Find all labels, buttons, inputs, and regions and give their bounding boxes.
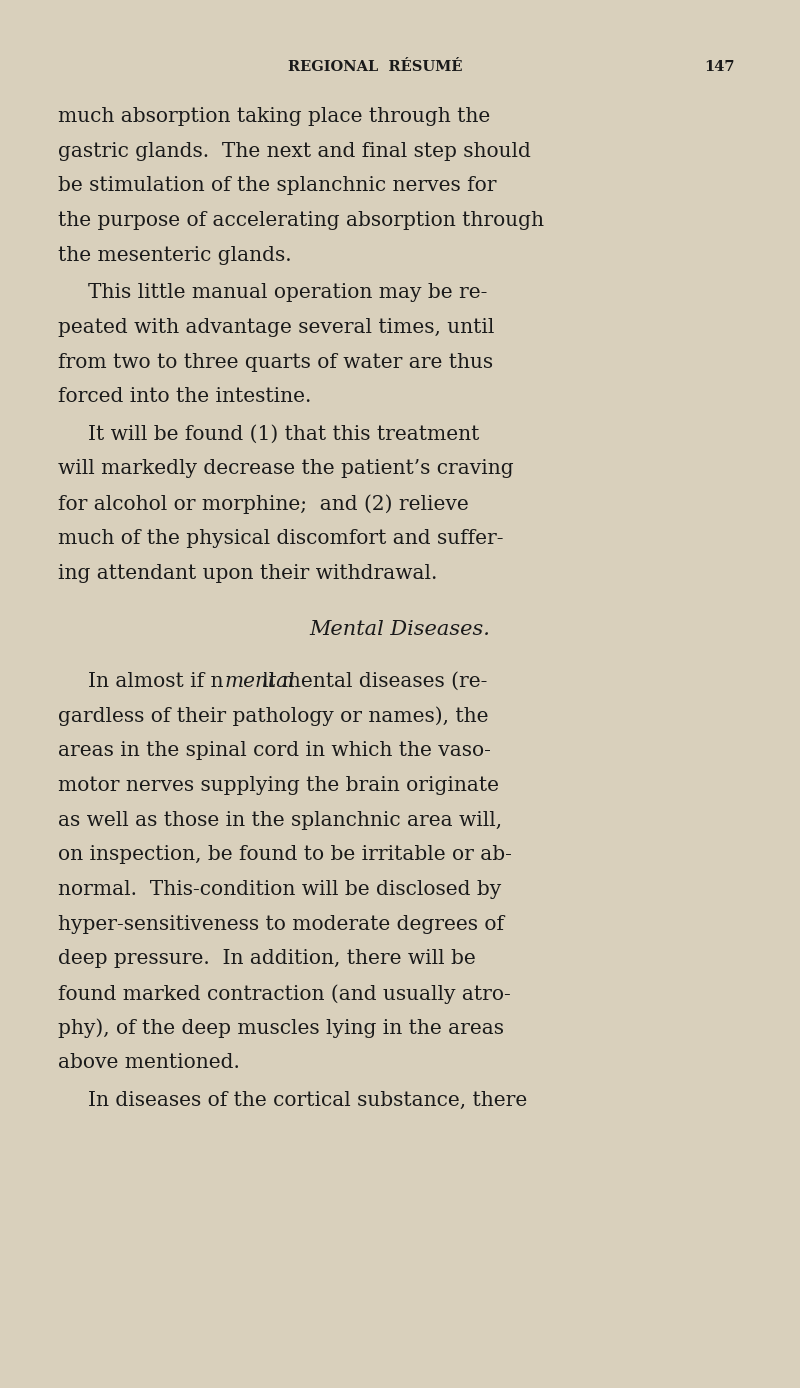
Text: much of the physical discomfort and suffer-: much of the physical discomfort and suff… <box>58 529 504 548</box>
Text: the mesenteric glands.: the mesenteric glands. <box>58 246 292 265</box>
Text: motor nerves supplying the brain originate: motor nerves supplying the brain origina… <box>58 776 499 795</box>
Text: ing attendant upon their withdrawal.: ing attendant upon their withdrawal. <box>58 564 438 583</box>
Text: peated with advantage several times, until: peated with advantage several times, unt… <box>58 318 494 337</box>
Text: forced into the intestine.: forced into the intestine. <box>58 387 312 407</box>
Text: above mentioned.: above mentioned. <box>58 1053 240 1073</box>
Text: the purpose of accelerating absorption through: the purpose of accelerating absorption t… <box>58 211 544 230</box>
Text: from two to three quarts of water are thus: from two to three quarts of water are th… <box>58 353 494 372</box>
Text: REGIONAL  RÉSUMÉ: REGIONAL RÉSUMÉ <box>288 60 462 74</box>
Text: mental: mental <box>224 672 294 691</box>
Text: 147: 147 <box>704 60 734 74</box>
Text: This little manual operation may be re-: This little manual operation may be re- <box>88 283 487 303</box>
Text: normal.  This‑condition will be disclosed by: normal. This‑condition will be disclosed… <box>58 880 502 899</box>
Text: for alcohol or morphine;  and (2) relieve: for alcohol or morphine; and (2) relieve <box>58 494 469 514</box>
Text: be stimulation of the splanchnic nerves for: be stimulation of the splanchnic nerves … <box>58 176 497 196</box>
Text: Mental Diseases.: Mental Diseases. <box>310 620 490 640</box>
Text: gardless of their pathology or names), the: gardless of their pathology or names), t… <box>58 706 489 726</box>
Text: hyper-sensitiveness to moderate degrees of: hyper-sensitiveness to moderate degrees … <box>58 915 504 934</box>
Text: deep pressure.  In addition, there will be: deep pressure. In addition, there will b… <box>58 949 476 969</box>
Text: as well as those in the splanchnic area will,: as well as those in the splanchnic area … <box>58 811 502 830</box>
Text: In diseases of the cortical substance, there: In diseases of the cortical substance, t… <box>88 1091 527 1110</box>
Text: In almost if not all mental diseases (re-: In almost if not all mental diseases (re… <box>88 672 487 691</box>
Text: phy), of the deep muscles lying in the areas: phy), of the deep muscles lying in the a… <box>58 1019 504 1038</box>
Text: on inspection, be found to be irritable or ab-: on inspection, be found to be irritable … <box>58 845 512 865</box>
Text: areas in the spinal cord in which the vaso-: areas in the spinal cord in which the va… <box>58 741 491 761</box>
Text: It will be found (1) that this treatment: It will be found (1) that this treatment <box>88 425 479 444</box>
Text: gastric glands.  The next and final step should: gastric glands. The next and final step … <box>58 142 531 161</box>
Text: much absorption taking place through the: much absorption taking place through the <box>58 107 490 126</box>
Bar <box>223 666 264 708</box>
Text: will markedly decrease the patient’s craving: will markedly decrease the patient’s cra… <box>58 459 514 479</box>
Text: found marked contraction (and usually atro-: found marked contraction (and usually at… <box>58 984 511 1004</box>
